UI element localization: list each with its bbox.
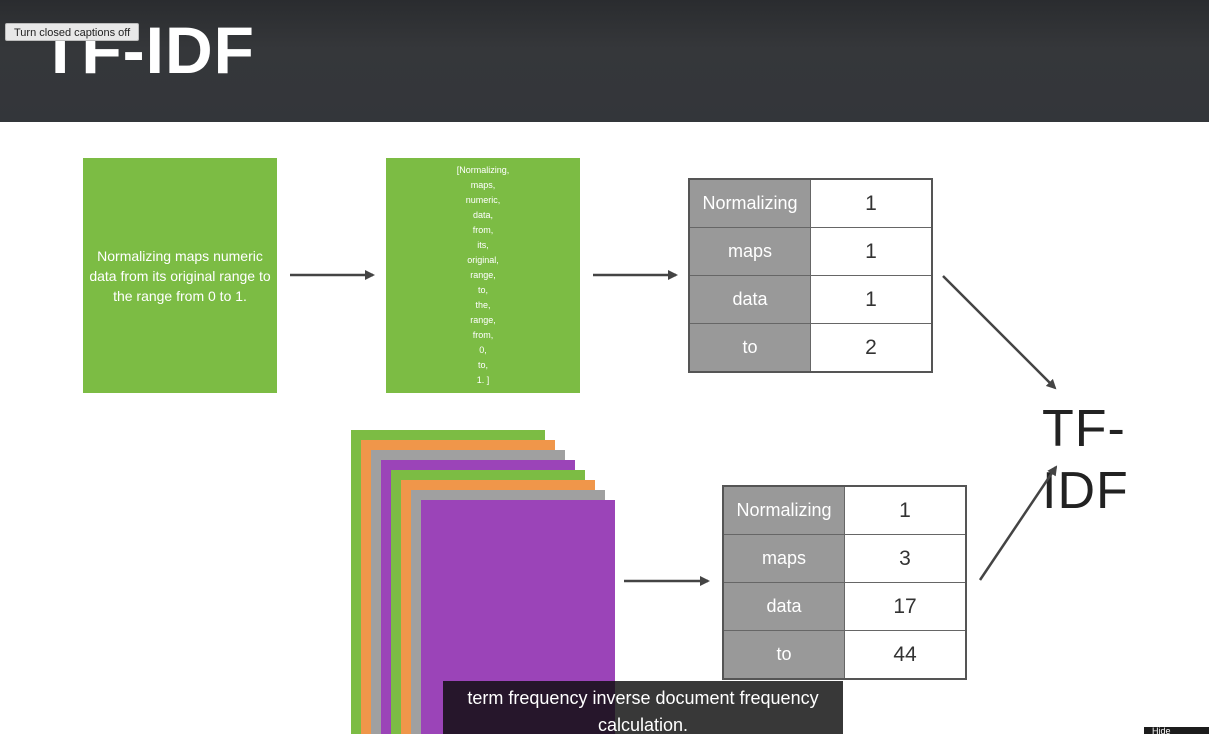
- token: the,: [475, 298, 490, 313]
- token-list: [Normalizing, maps, numeric, data, from,…: [457, 163, 510, 388]
- term-frequency-table: Normalizing 1 maps 1 data 1 to 2: [688, 178, 933, 373]
- count-cell: 2: [811, 324, 933, 373]
- count-cell: 3: [845, 535, 967, 583]
- token: to,: [478, 358, 488, 373]
- arrow-diagonal-down-icon: [943, 276, 1055, 388]
- term-cell: to: [723, 631, 845, 680]
- count-cell: 17: [845, 583, 967, 631]
- term-cell: maps: [689, 228, 811, 276]
- token: data,: [473, 208, 493, 223]
- term-cell: data: [723, 583, 845, 631]
- token: to,: [478, 283, 488, 298]
- document-frequency-table: Normalizing 1 maps 3 data 17 to 44: [722, 485, 967, 680]
- token: range,: [470, 313, 496, 328]
- count-cell: 1: [811, 276, 933, 324]
- table-row: maps 3: [723, 535, 966, 583]
- table-row: to 2: [689, 324, 932, 373]
- term-cell: Normalizing: [723, 486, 845, 535]
- token: original,: [467, 253, 499, 268]
- closed-caption-text: term frequency inverse document frequenc…: [443, 681, 843, 734]
- count-cell: 1: [811, 228, 933, 276]
- table-row: to 44: [723, 631, 966, 680]
- term-cell: data: [689, 276, 811, 324]
- table-row: data 17: [723, 583, 966, 631]
- table-row: data 1: [689, 276, 932, 324]
- term-cell: Normalizing: [689, 179, 811, 228]
- token: its,: [477, 238, 489, 253]
- table-row: Normalizing 1: [689, 179, 932, 228]
- sentence-card: Normalizing maps numeric data from its o…: [83, 158, 277, 393]
- table-row: Normalizing 1: [723, 486, 966, 535]
- token: maps,: [471, 178, 496, 193]
- term-cell: maps: [723, 535, 845, 583]
- token: from,: [473, 223, 494, 238]
- count-cell: 1: [845, 486, 967, 535]
- slide-header: TF-IDF Turn closed captions off: [0, 0, 1209, 122]
- count-cell: 1: [811, 179, 933, 228]
- token: 1. ]: [477, 373, 490, 388]
- slide-title: TF-IDF: [40, 10, 255, 90]
- token: range,: [470, 268, 496, 283]
- hide-button[interactable]: Hide: [1144, 727, 1209, 734]
- token: from,: [473, 328, 494, 343]
- tfidf-result-label: TF-IDF: [1042, 398, 1209, 522]
- sentence-text: Normalizing maps numeric data from its o…: [87, 246, 273, 306]
- token-list-card: [Normalizing, maps, numeric, data, from,…: [386, 158, 580, 393]
- table-row: maps 1: [689, 228, 932, 276]
- token: [Normalizing,: [457, 163, 510, 178]
- token: 0,: [479, 343, 487, 358]
- term-cell: to: [689, 324, 811, 373]
- closed-captions-toggle-button[interactable]: Turn closed captions off: [5, 23, 139, 41]
- count-cell: 44: [845, 631, 967, 680]
- token: numeric,: [466, 193, 501, 208]
